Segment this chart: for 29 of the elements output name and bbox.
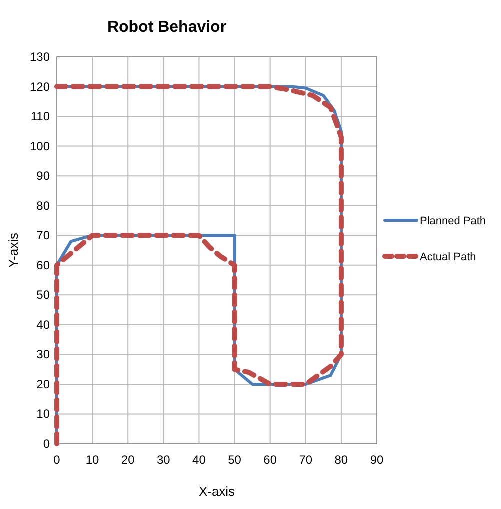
x-tick-label: 30 [156,453,171,467]
x-tick-label: 60 [264,453,278,467]
x-tick-label: 40 [192,453,206,467]
y-tick-label: 50 [36,288,50,302]
chart-title: Robot Behavior [107,19,227,36]
legend-label: Actual Path [420,252,476,264]
x-tick-label: 90 [370,453,384,467]
x-axis-title: X-axis [198,484,236,499]
x-tick-label: 0 [54,453,61,467]
y-tick-label: 60 [36,258,50,272]
y-tick-label: 100 [30,139,50,154]
y-axis-title: Y-axis [6,232,21,268]
y-tick-label: 90 [36,169,50,184]
y-tick-label: 20 [36,377,50,392]
x-tick-label: 80 [334,453,348,467]
y-tick-label: 40 [36,318,50,332]
x-tick-label: 70 [299,453,313,467]
y-tick-label: 10 [36,407,50,422]
y-tick-label: 120 [30,80,50,94]
y-tick-label: 70 [36,228,50,243]
y-tick-label: 30 [36,348,50,362]
legend-label: Planned Path [420,216,486,228]
y-tick-label: 110 [30,110,50,124]
y-tick-label: 0 [43,437,50,451]
x-tick-label: 50 [228,453,242,467]
x-tick-label: 10 [86,453,100,467]
x-tick-label: 20 [121,453,136,467]
y-tick-label: 130 [30,50,50,64]
y-tick-label: 80 [36,198,50,213]
